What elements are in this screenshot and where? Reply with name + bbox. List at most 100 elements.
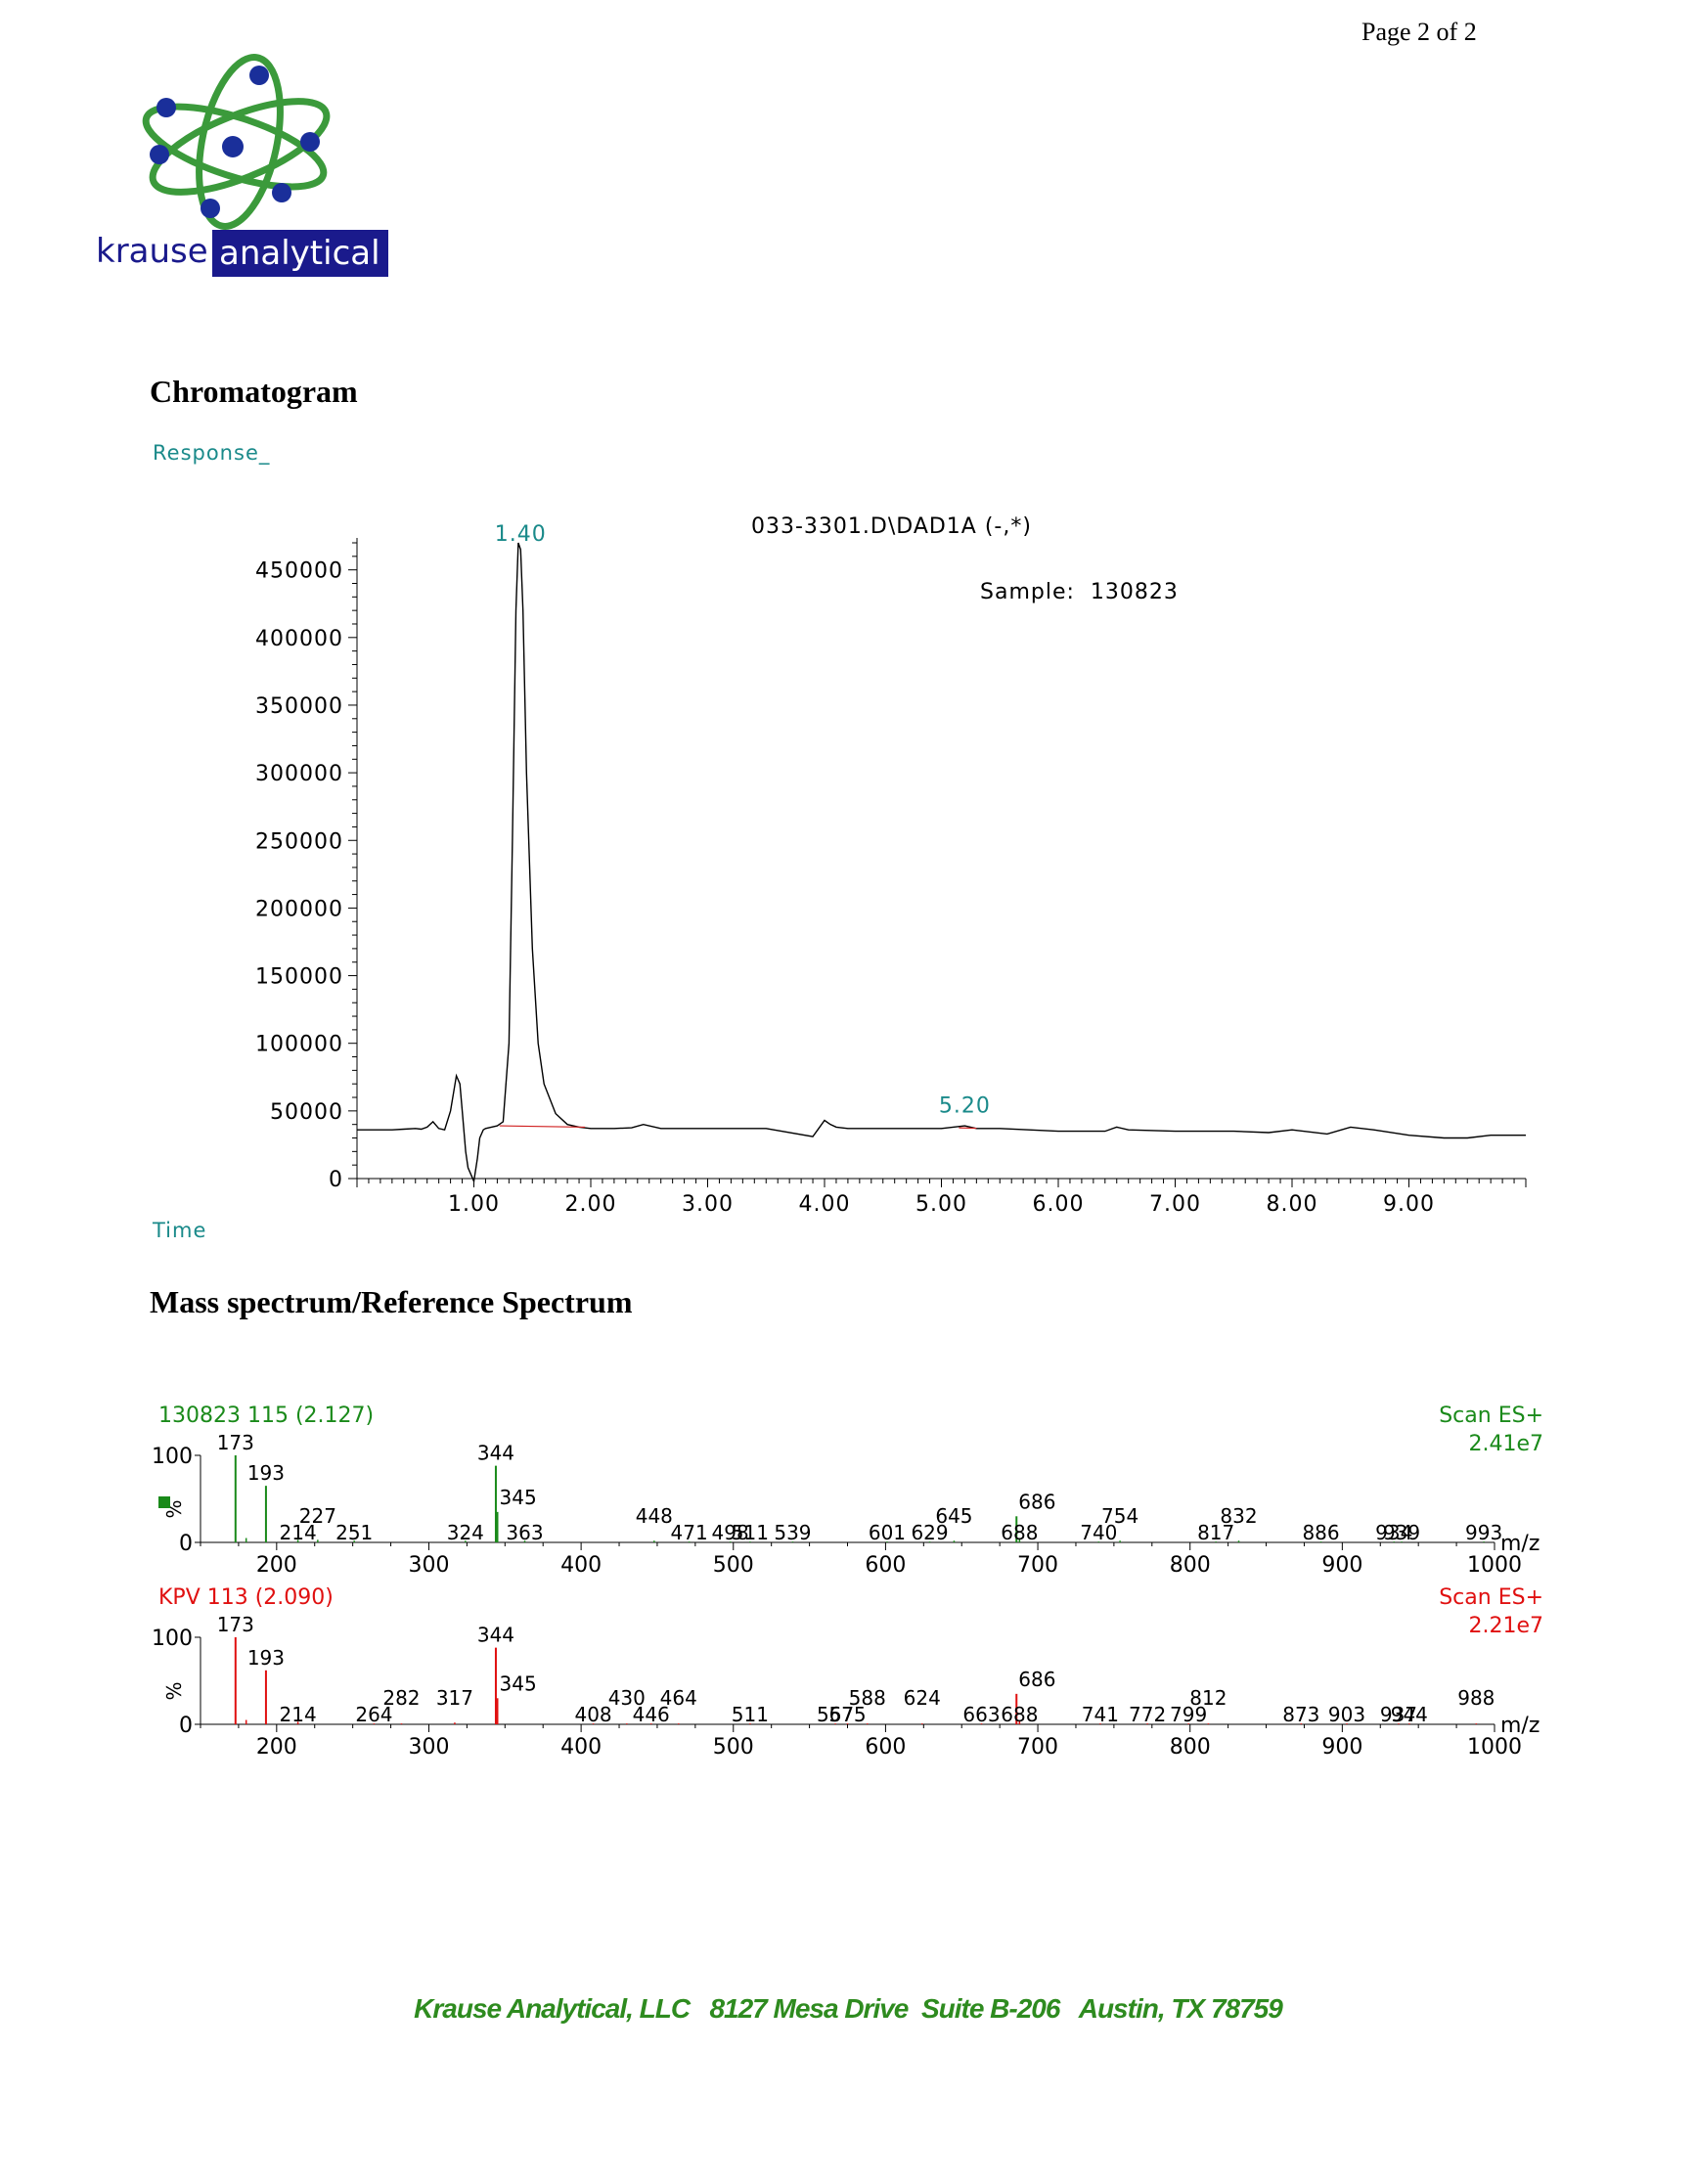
mass-spectrum-peak-label: 567 [817, 1703, 854, 1726]
mass-spectrum-x-tick-label: 800 [1170, 1735, 1211, 1760]
mass-spectrum-peak-label: 363 [506, 1521, 543, 1544]
mass-spectrum-peak-label: 645 [935, 1504, 972, 1528]
mass-spectrum-peak-label: 688 [1001, 1521, 1038, 1544]
mass-spectrum-peak-label: 448 [636, 1504, 673, 1528]
mass-spectrum-chart: 130823 115 (2.127) Scan ES+2.41e71000%200… [152, 1404, 1543, 1760]
footer-address: Krause Analytical, LLC 8127 Mesa Drive S… [0, 1993, 1696, 2025]
mass-spectrum-peak-label: 173 [217, 1431, 254, 1454]
mass-spectrum-peak-label: 688 [1001, 1703, 1038, 1726]
mass-spectrum-peak-label: 601 [869, 1521, 906, 1544]
mass-spectrum-peak-label: 873 [1282, 1703, 1319, 1726]
chromatogram-x-tick-label: 2.00 [565, 1192, 617, 1217]
chromatogram-x-tick-label: 6.00 [1033, 1192, 1085, 1217]
mass-spectrum-peak-label: 214 [280, 1703, 317, 1726]
mass-spectrum-x-tick-label: 400 [560, 1553, 602, 1578]
mass-spectrum-peak-label: 832 [1220, 1504, 1257, 1528]
chromatogram-integration-baseline [499, 1125, 586, 1129]
mass-spectrum-panels: 130823 115 (2.127) Scan ES+2.41e71000%200… [152, 1404, 1543, 1760]
mass-spectrum-peak-label: 903 [1328, 1703, 1365, 1726]
mass-spectrum-y-tick-label: 100 [152, 1445, 193, 1469]
mass-spectrum-x-tick-label: 300 [408, 1553, 449, 1578]
mass-spectrum-x-tick-label: 900 [1321, 1735, 1362, 1760]
mass-spectrum-peak-label: 886 [1302, 1521, 1339, 1544]
mass-spectrum-scan-label: Scan ES+ [1439, 1585, 1543, 1610]
mass-spectrum-intensity-label: 2.41e7 [1468, 1432, 1543, 1456]
mass-spectrum-peak-label: 251 [335, 1521, 373, 1544]
mass-spectrum-peak-label: 799 [1170, 1703, 1207, 1726]
mass-spectrum-xlabel: m/z [1500, 1532, 1540, 1556]
mass-spectrum-ylabel: % [162, 1681, 186, 1700]
mass-spectrum-y-tick-label: 100 [152, 1627, 193, 1651]
chromatogram-x-tick-label: 8.00 [1267, 1192, 1318, 1217]
chromatogram-peak-label: 5.20 [939, 1094, 991, 1119]
mass-spectrum-x-tick-label: 1000 [1467, 1735, 1522, 1760]
mass-spectrum-x-tick-label: 400 [560, 1735, 602, 1760]
mass-spectrum-x-tick-label: 800 [1170, 1553, 1211, 1578]
mass-spectrum-panel-1: 130823 115 (2.127) Scan ES+2.41e71000%200… [152, 1404, 1543, 1578]
mass-spectrum-x-tick-label: 900 [1321, 1553, 1362, 1578]
mass-spectrum-peak-label: 772 [1129, 1703, 1166, 1726]
mass-spectrum-peak-label: 754 [1101, 1504, 1138, 1528]
mass-spectrum-section-title: Mass spectrum/Reference Spectrum [150, 1284, 633, 1319]
chromatogram-trace [357, 542, 1526, 1184]
chromatogram-y-tick-label: 200000 [255, 897, 343, 921]
mass-spectrum-peak-label: 817 [1197, 1521, 1234, 1544]
chromatogram-axes: 0 50000 100000 150000 200000 250000 300000 3500… [255, 538, 1527, 1217]
chromatogram-x-tick-label: 1.00 [448, 1192, 500, 1217]
page-number: Page 2 of 2 [1361, 18, 1477, 46]
chromatogram-x-tick-label: 4.00 [799, 1192, 851, 1217]
mass-spectrum-peak-label: 214 [280, 1521, 317, 1544]
mass-spectrum-peak-label: 498 [712, 1521, 749, 1544]
mass-spectrum-peak-label: 741 [1082, 1703, 1119, 1726]
mass-spectrum-peak-label: 317 [436, 1686, 473, 1710]
mass-spectrum-peak-label: 324 [447, 1521, 484, 1544]
mass-spectrum-peak-label: 663 [962, 1703, 1000, 1726]
mass-spectrum-peak-label: 471 [671, 1521, 708, 1544]
chromatogram-plot: 1.40 5.20 [357, 522, 1526, 1184]
chromatogram-y-tick-label: 250000 [255, 829, 343, 854]
mass-spectrum-y-tick-label: 0 [179, 1714, 193, 1738]
chromatogram-x-tick-label: 5.00 [915, 1192, 967, 1217]
chromatogram-xlabel: Time [152, 1219, 206, 1242]
mass-spectrum-peak-label: 193 [247, 1646, 285, 1670]
chromatogram-sample-label: Sample: 130823 [980, 580, 1179, 604]
chromatogram-y-tick-label: 50000 [270, 1100, 343, 1125]
mass-spectrum-peak-label: 345 [500, 1671, 537, 1695]
mass-spectrum-x-tick-label: 500 [713, 1735, 754, 1760]
mass-spectrum-peak-label: 993 [1465, 1521, 1502, 1544]
mass-spectrum-peak-label: 430 [608, 1686, 646, 1710]
chromatogram-ylabel: Response_ [153, 441, 270, 466]
mass-spectrum-scan-label: Scan ES+ [1439, 1404, 1543, 1428]
chromatogram-section-title: Chromatogram [150, 374, 358, 409]
footer-text: Krause Analytical, LLC 8127 Mesa Drive S… [414, 1993, 1283, 2024]
atom-icon [142, 54, 331, 230]
mass-spectrum-x-tick-label: 1000 [1467, 1553, 1522, 1578]
mass-spectrum-peak-label: 345 [500, 1486, 537, 1509]
chromatogram-y-tick-label: 100000 [255, 1033, 343, 1057]
mass-spectrum-peak-label: 629 [911, 1521, 948, 1544]
chromatogram-y-tick-label: 0 [329, 1168, 343, 1192]
mass-spectrum-x-tick-label: 200 [256, 1553, 297, 1578]
mass-spectrum-peak-label: 944 [1391, 1703, 1428, 1726]
mass-spectrum-panel-title: KPV 113 (2.090) [158, 1585, 334, 1610]
logo-word-krause: krause [96, 232, 208, 271]
mass-spectrum-peak-label: 464 [660, 1686, 697, 1710]
mass-spectrum-x-tick-label: 200 [256, 1735, 297, 1760]
mass-spectrum-peak-label: 740 [1080, 1521, 1117, 1544]
mass-spectrum-y-tick-label: 0 [179, 1532, 193, 1556]
mass-spectrum-peak-label: 939 [1383, 1521, 1420, 1544]
mass-spectrum-peak-label: 539 [774, 1521, 811, 1544]
mass-spectrum-peak-label: 988 [1457, 1686, 1495, 1710]
mass-spectrum-peak-label: 686 [1018, 1668, 1055, 1691]
legend-square-icon [158, 1496, 170, 1508]
mass-spectrum-peak-label: 193 [247, 1461, 285, 1485]
chromatogram-x-tick-label: 7.00 [1149, 1192, 1201, 1217]
mass-spectrum-peak-label: 812 [1189, 1686, 1227, 1710]
mass-spectrum-peak-label: 264 [355, 1703, 392, 1726]
mass-spectrum-x-tick-label: 700 [1017, 1553, 1058, 1578]
mass-spectrum-xlabel: m/z [1500, 1714, 1540, 1738]
chromatogram-file-label: 033-3301.D\DAD1A (-,*) [751, 514, 1032, 539]
chromatogram-x-tick-label: 3.00 [682, 1192, 734, 1217]
mass-spectrum-x-tick-label: 300 [408, 1735, 449, 1760]
